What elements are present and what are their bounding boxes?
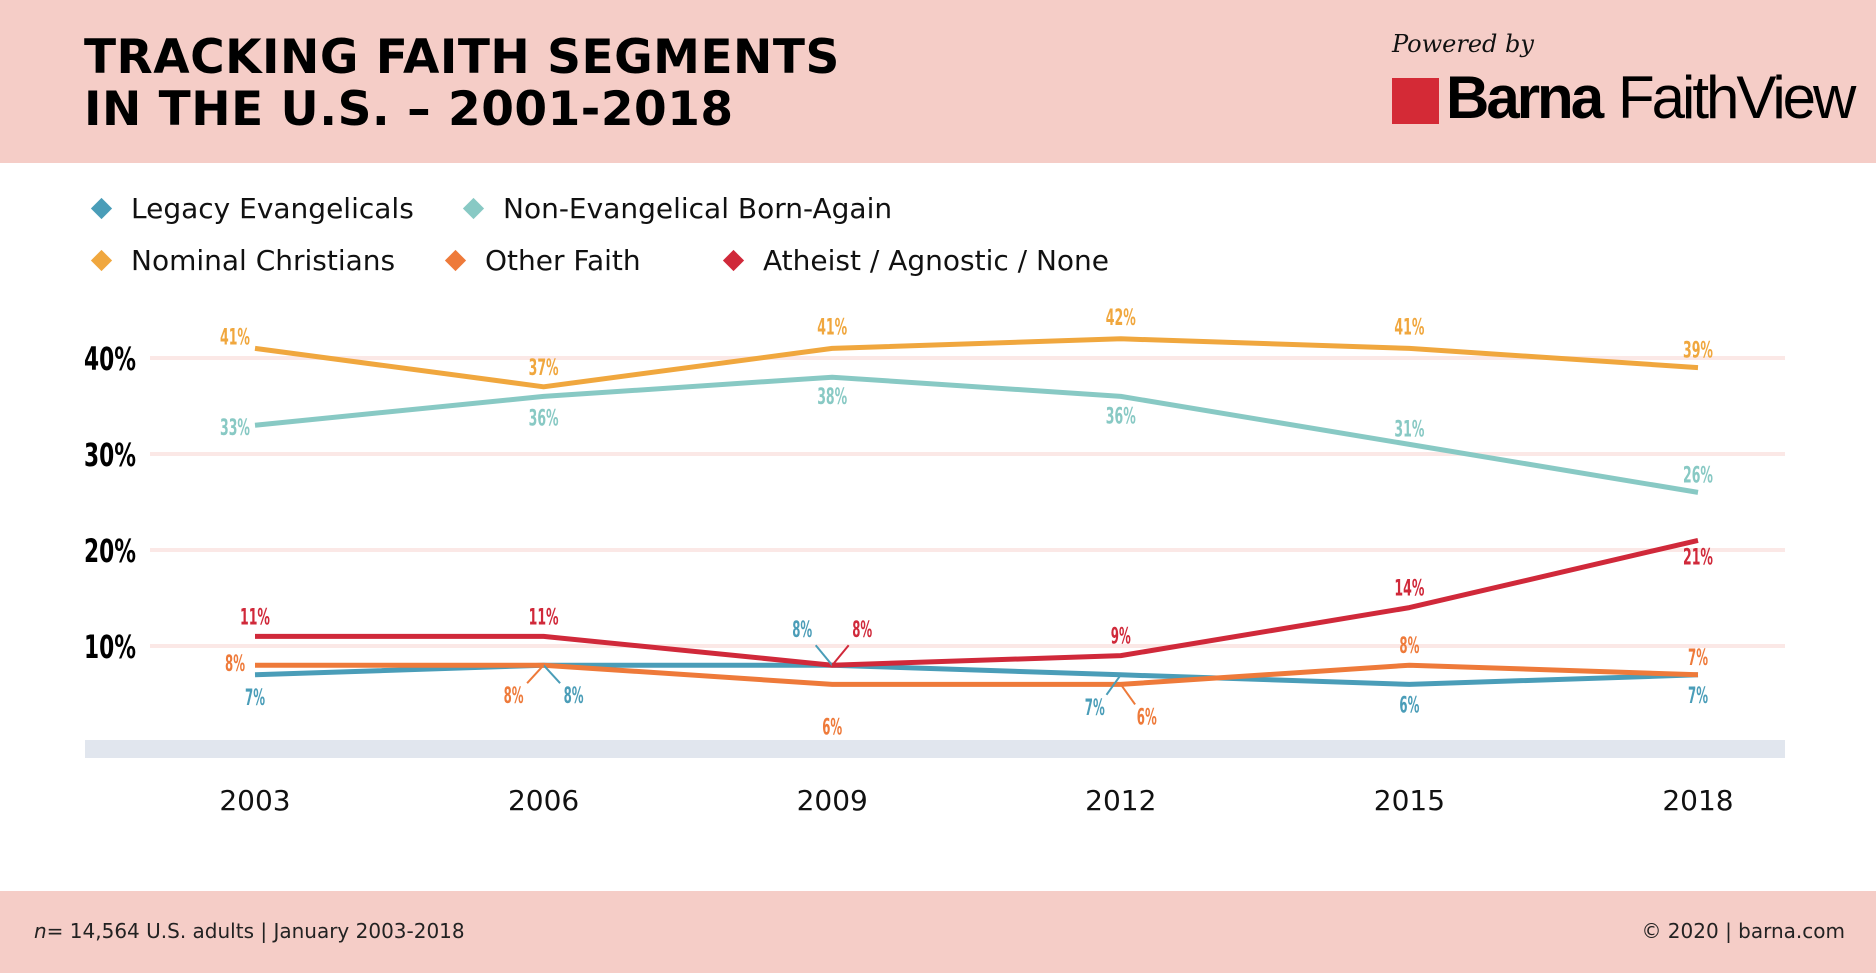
label-leader-lines: [526, 644, 1136, 705]
legend-item-other-faith: Other Faith: [444, 240, 641, 280]
data-label-non-evangelical-born-again: 38%: [817, 385, 847, 410]
data-label-nominal-christians: 42%: [1106, 306, 1136, 331]
gridline-40: [150, 356, 1785, 360]
data-label-other-faith: 8%: [225, 652, 245, 677]
leader-line-legacy-evangelicals: [1105, 674, 1122, 696]
gridline-20: [150, 548, 1785, 552]
data-label-non-evangelical-born-again: 36%: [1106, 404, 1136, 429]
x-tick-label: 2015: [1374, 784, 1445, 817]
x-tick-label: 2012: [1085, 784, 1156, 817]
data-labels: 7% 8%8%7% 6% 7%33% 36%38%36%31%26%41%37%41% 4…: [220, 306, 1713, 741]
data-label-non-evangelical-born-again: 31%: [1394, 417, 1424, 442]
footer-band: n= 14,564 U.S. adults | January 2003-201…: [0, 891, 1876, 973]
data-label-atheist-agnostic-none: 11%: [529, 605, 559, 630]
data-label-other-faith: 8%: [504, 684, 524, 709]
barna-logo-square-icon: [1392, 78, 1439, 124]
data-label-atheist-agnostic-none: 21%: [1683, 545, 1713, 570]
x-tick-label: 2009: [797, 784, 868, 817]
sample-n-label: n=: [34, 919, 64, 943]
legend-label: Nominal Christians: [131, 243, 396, 277]
legend-label: Atheist / Agnostic / None: [763, 243, 1110, 277]
legend-item-nominal-christians: Nominal Christians: [90, 240, 395, 280]
series-line-nominal-christians: [254, 336, 1699, 390]
data-label-non-evangelical-born-again: 33%: [220, 416, 250, 441]
data-label-nominal-christians: 39%: [1683, 339, 1713, 364]
data-label-other-faith: 7%: [1688, 646, 1708, 671]
data-label-other-faith: 6%: [822, 715, 842, 740]
data-label-other-faith: 6%: [1137, 705, 1157, 730]
logo-product-text: FaithView: [1618, 64, 1856, 131]
legend-label: Non-Evangelical Born-Again: [503, 191, 893, 225]
data-label-legacy-evangelicals: 7%: [245, 686, 265, 711]
x-axis-labels: 2003 2006 2009 2012 2015 2018: [219, 784, 1733, 817]
header-band: TRACKING FAITH SEGMENTS IN THE U.S. – 20…: [0, 0, 1876, 163]
data-label-legacy-evangelicals: 7%: [1688, 684, 1708, 709]
data-label-atheist-agnostic-none: 9%: [1111, 625, 1131, 650]
y-tick-label: 40%: [84, 340, 136, 378]
x-tick-label: 2003: [219, 784, 290, 817]
data-label-non-evangelical-born-again: 26%: [1683, 463, 1713, 488]
legend-item-atheist-agnostic-none: Atheist / Agnostic / None: [722, 240, 1109, 280]
copyright-link[interactable]: © 2020 | barna.com: [1641, 919, 1845, 943]
leader-line-legacy-evangelicals: [542, 664, 561, 684]
sample-text: 14,564 U.S. adults | January 2003-2018: [63, 919, 465, 943]
series-line-non-evangelical-born-again: [254, 374, 1699, 495]
data-label-atheist-agnostic-none: 8%: [852, 618, 872, 643]
chart-title-line-2: IN THE U.S. – 2001-2018: [84, 82, 734, 137]
leader-line-other-faith: [526, 664, 545, 684]
gridline-10: [150, 644, 1785, 648]
legend-label: Other Faith: [485, 243, 641, 277]
y-axis-labels: 10% 20% 30% 40%: [84, 340, 136, 666]
data-label-atheist-agnostic-none: 14%: [1394, 577, 1424, 602]
data-label-legacy-evangelicals: 7%: [1085, 696, 1105, 721]
data-label-nominal-christians: 41%: [1394, 315, 1424, 340]
data-label-legacy-evangelicals: 8%: [792, 618, 812, 643]
series-line-other-faith: [255, 662, 1699, 687]
y-tick-label: 20%: [84, 532, 136, 570]
chart-title-line-1: TRACKING FAITH SEGMENTS: [84, 30, 840, 85]
gridline-30: [150, 452, 1785, 456]
data-label-atheist-agnostic-none: 11%: [240, 605, 270, 630]
series-lines: [254, 336, 1699, 687]
legend-item-non-evangelical-born-again: Non-Evangelical Born-Again: [462, 188, 892, 228]
baseline-band: [85, 740, 1785, 758]
data-label-non-evangelical-born-again: 36%: [529, 406, 559, 431]
x-tick-label: 2018: [1662, 784, 1733, 817]
series-line-atheist-agnostic-none: [255, 537, 1699, 668]
leader-line-atheist-agnostic-none: [831, 644, 850, 666]
chart-title: TRACKING FAITH SEGMENTS IN THE U.S. – 20…: [84, 32, 840, 136]
powered-by-label: Powered by: [1392, 30, 1534, 58]
data-label-legacy-evangelicals: 8%: [564, 684, 584, 709]
x-tick-label: 2006: [508, 784, 579, 817]
legend-item-legacy-evangelicals: Legacy Evangelicals: [90, 188, 414, 228]
leader-line-other-faith: [1119, 683, 1136, 705]
data-label-legacy-evangelicals: 6%: [1399, 693, 1419, 718]
y-tick-label: 30%: [84, 436, 136, 474]
gridlines: [150, 356, 1785, 648]
data-label-nominal-christians: 41%: [220, 325, 250, 350]
y-tick-label: 10%: [84, 628, 136, 666]
logo-brand-text: Barna: [1446, 64, 1604, 131]
data-label-nominal-christians: 37%: [529, 356, 559, 381]
sample-note: n= 14,564 U.S. adults | January 2003-201…: [34, 919, 465, 943]
legend-label: Legacy Evangelicals: [131, 191, 414, 225]
data-label-other-faith: 8%: [1399, 634, 1419, 659]
leader-line-legacy-evangelicals: [814, 644, 833, 666]
data-label-nominal-christians: 41%: [817, 315, 847, 340]
